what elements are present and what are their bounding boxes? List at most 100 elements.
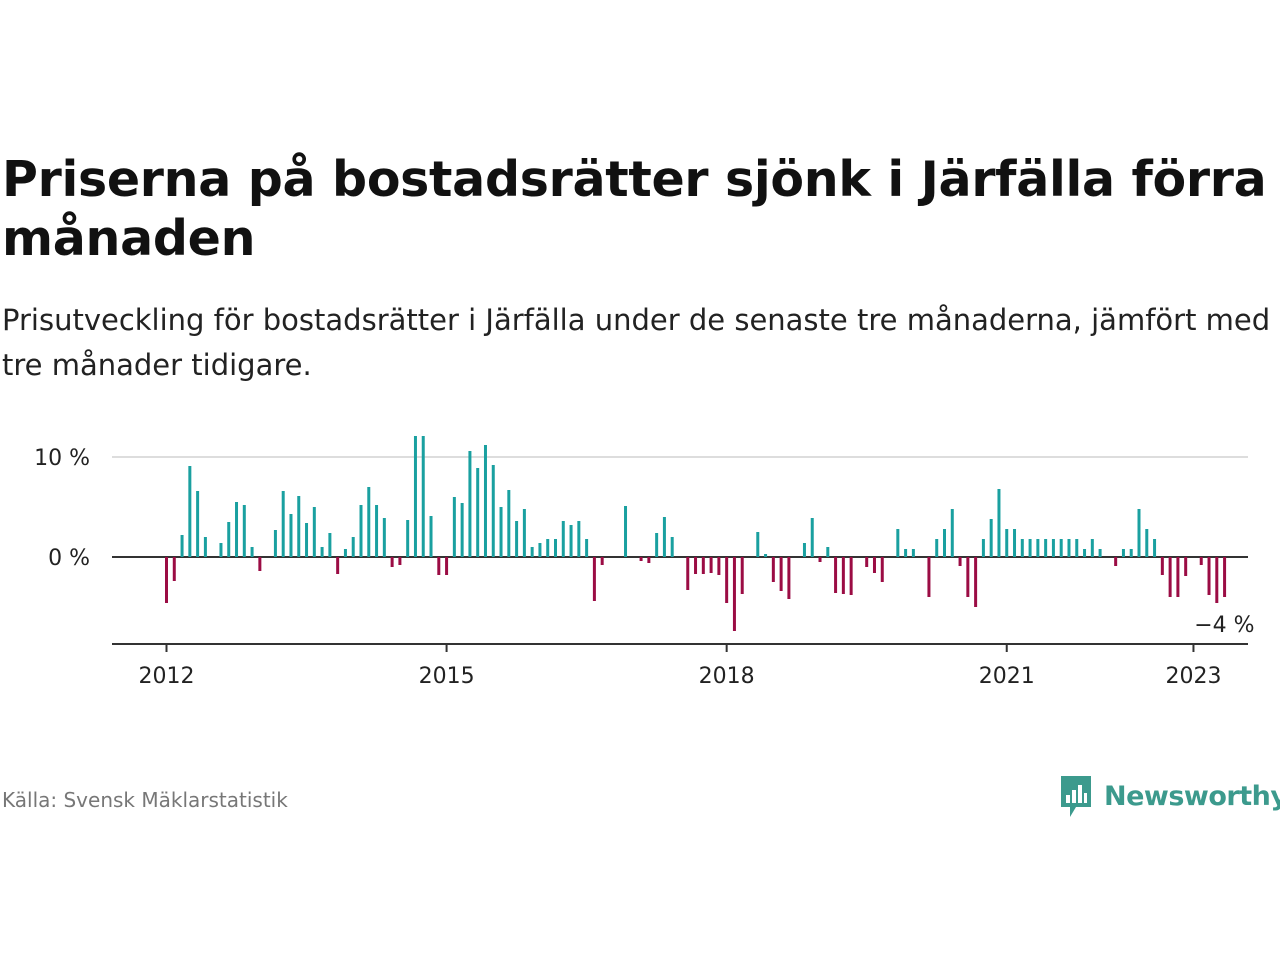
bar [725, 557, 729, 603]
bar [966, 557, 970, 597]
bar [1051, 539, 1055, 557]
bar [1207, 557, 1211, 595]
x-tick-label: 2023 [1165, 664, 1221, 689]
bar [312, 507, 316, 557]
bar [227, 522, 231, 557]
bar [1020, 539, 1024, 557]
bar [289, 514, 293, 557]
bar [670, 537, 674, 557]
newsworthy-logo-icon [1061, 776, 1091, 817]
x-tick-label: 2015 [419, 664, 475, 689]
bar [1075, 539, 1079, 557]
bar [1168, 557, 1172, 597]
bar [1176, 557, 1180, 597]
bar [546, 539, 550, 557]
bar [802, 543, 806, 557]
bar-chart: 10 % 0 % 2012 2015 2018 2021 2023 −4 % [34, 436, 1255, 689]
bar [1028, 539, 1032, 557]
bar [196, 491, 200, 557]
bar [437, 557, 441, 575]
bar [1090, 539, 1094, 557]
bar [172, 557, 176, 581]
bar [849, 557, 853, 595]
bar [943, 529, 946, 557]
bar [507, 490, 511, 557]
bar [709, 557, 713, 573]
bar [694, 557, 698, 574]
bar [1199, 557, 1203, 565]
bar [981, 539, 985, 557]
bar [258, 557, 262, 571]
bar [1153, 539, 1157, 557]
bar [188, 466, 192, 557]
bar [328, 533, 332, 557]
bar [235, 502, 239, 557]
bar [756, 532, 760, 557]
brand-name: Newsworthy [1104, 780, 1280, 812]
bar [336, 557, 340, 574]
bar [367, 487, 371, 557]
bar [764, 554, 768, 557]
bar [826, 547, 830, 557]
bar [515, 521, 519, 557]
bar [219, 543, 223, 557]
bar [1184, 557, 1188, 576]
bar [375, 505, 379, 557]
bar [530, 547, 534, 557]
bar [554, 539, 557, 557]
bar [950, 509, 954, 557]
bar [911, 549, 915, 557]
bar [483, 445, 487, 557]
bar [382, 518, 386, 557]
bar [1005, 529, 1009, 557]
bar [297, 496, 301, 557]
bar [476, 468, 480, 557]
bar [1114, 557, 1118, 566]
bar [180, 535, 184, 557]
bar [242, 505, 246, 557]
bar [305, 523, 309, 557]
bar [958, 557, 962, 566]
bar [1044, 539, 1048, 557]
bar [273, 530, 277, 557]
bar [1121, 549, 1125, 557]
bar [818, 557, 822, 562]
bar [1036, 539, 1040, 557]
bar [841, 557, 845, 594]
bar [1067, 539, 1071, 557]
bar [787, 557, 791, 599]
bar [624, 506, 628, 557]
bar [561, 521, 565, 557]
bar [203, 537, 207, 557]
axes: 10 % 0 % 2012 2015 2018 2021 2023 −4 % [34, 446, 1254, 689]
bar [320, 547, 324, 557]
bar [600, 557, 604, 565]
bars [165, 436, 1227, 631]
bar [343, 549, 347, 557]
bar [359, 505, 363, 557]
bar [1098, 549, 1102, 557]
bar [732, 557, 736, 631]
bar [1215, 557, 1219, 603]
bar [250, 547, 254, 557]
bar [935, 539, 939, 557]
bar [445, 557, 449, 575]
bar [429, 516, 433, 557]
end-value-label: −4 % [1194, 613, 1254, 638]
bar [740, 557, 744, 594]
bar [491, 465, 495, 557]
bar [880, 557, 884, 582]
bar [406, 520, 410, 557]
bar [1223, 557, 1227, 597]
bar [834, 557, 838, 593]
page-subtitle: Prisutveckling för bostadsrätter i Järfä… [2, 303, 1271, 382]
bar [662, 517, 666, 557]
bar [655, 533, 659, 557]
bar [1137, 509, 1141, 557]
bar [499, 507, 503, 557]
bar [1059, 539, 1063, 557]
bar [569, 525, 573, 557]
y-tick-label: 0 % [48, 546, 90, 571]
bar [592, 557, 596, 601]
bar [421, 436, 425, 557]
